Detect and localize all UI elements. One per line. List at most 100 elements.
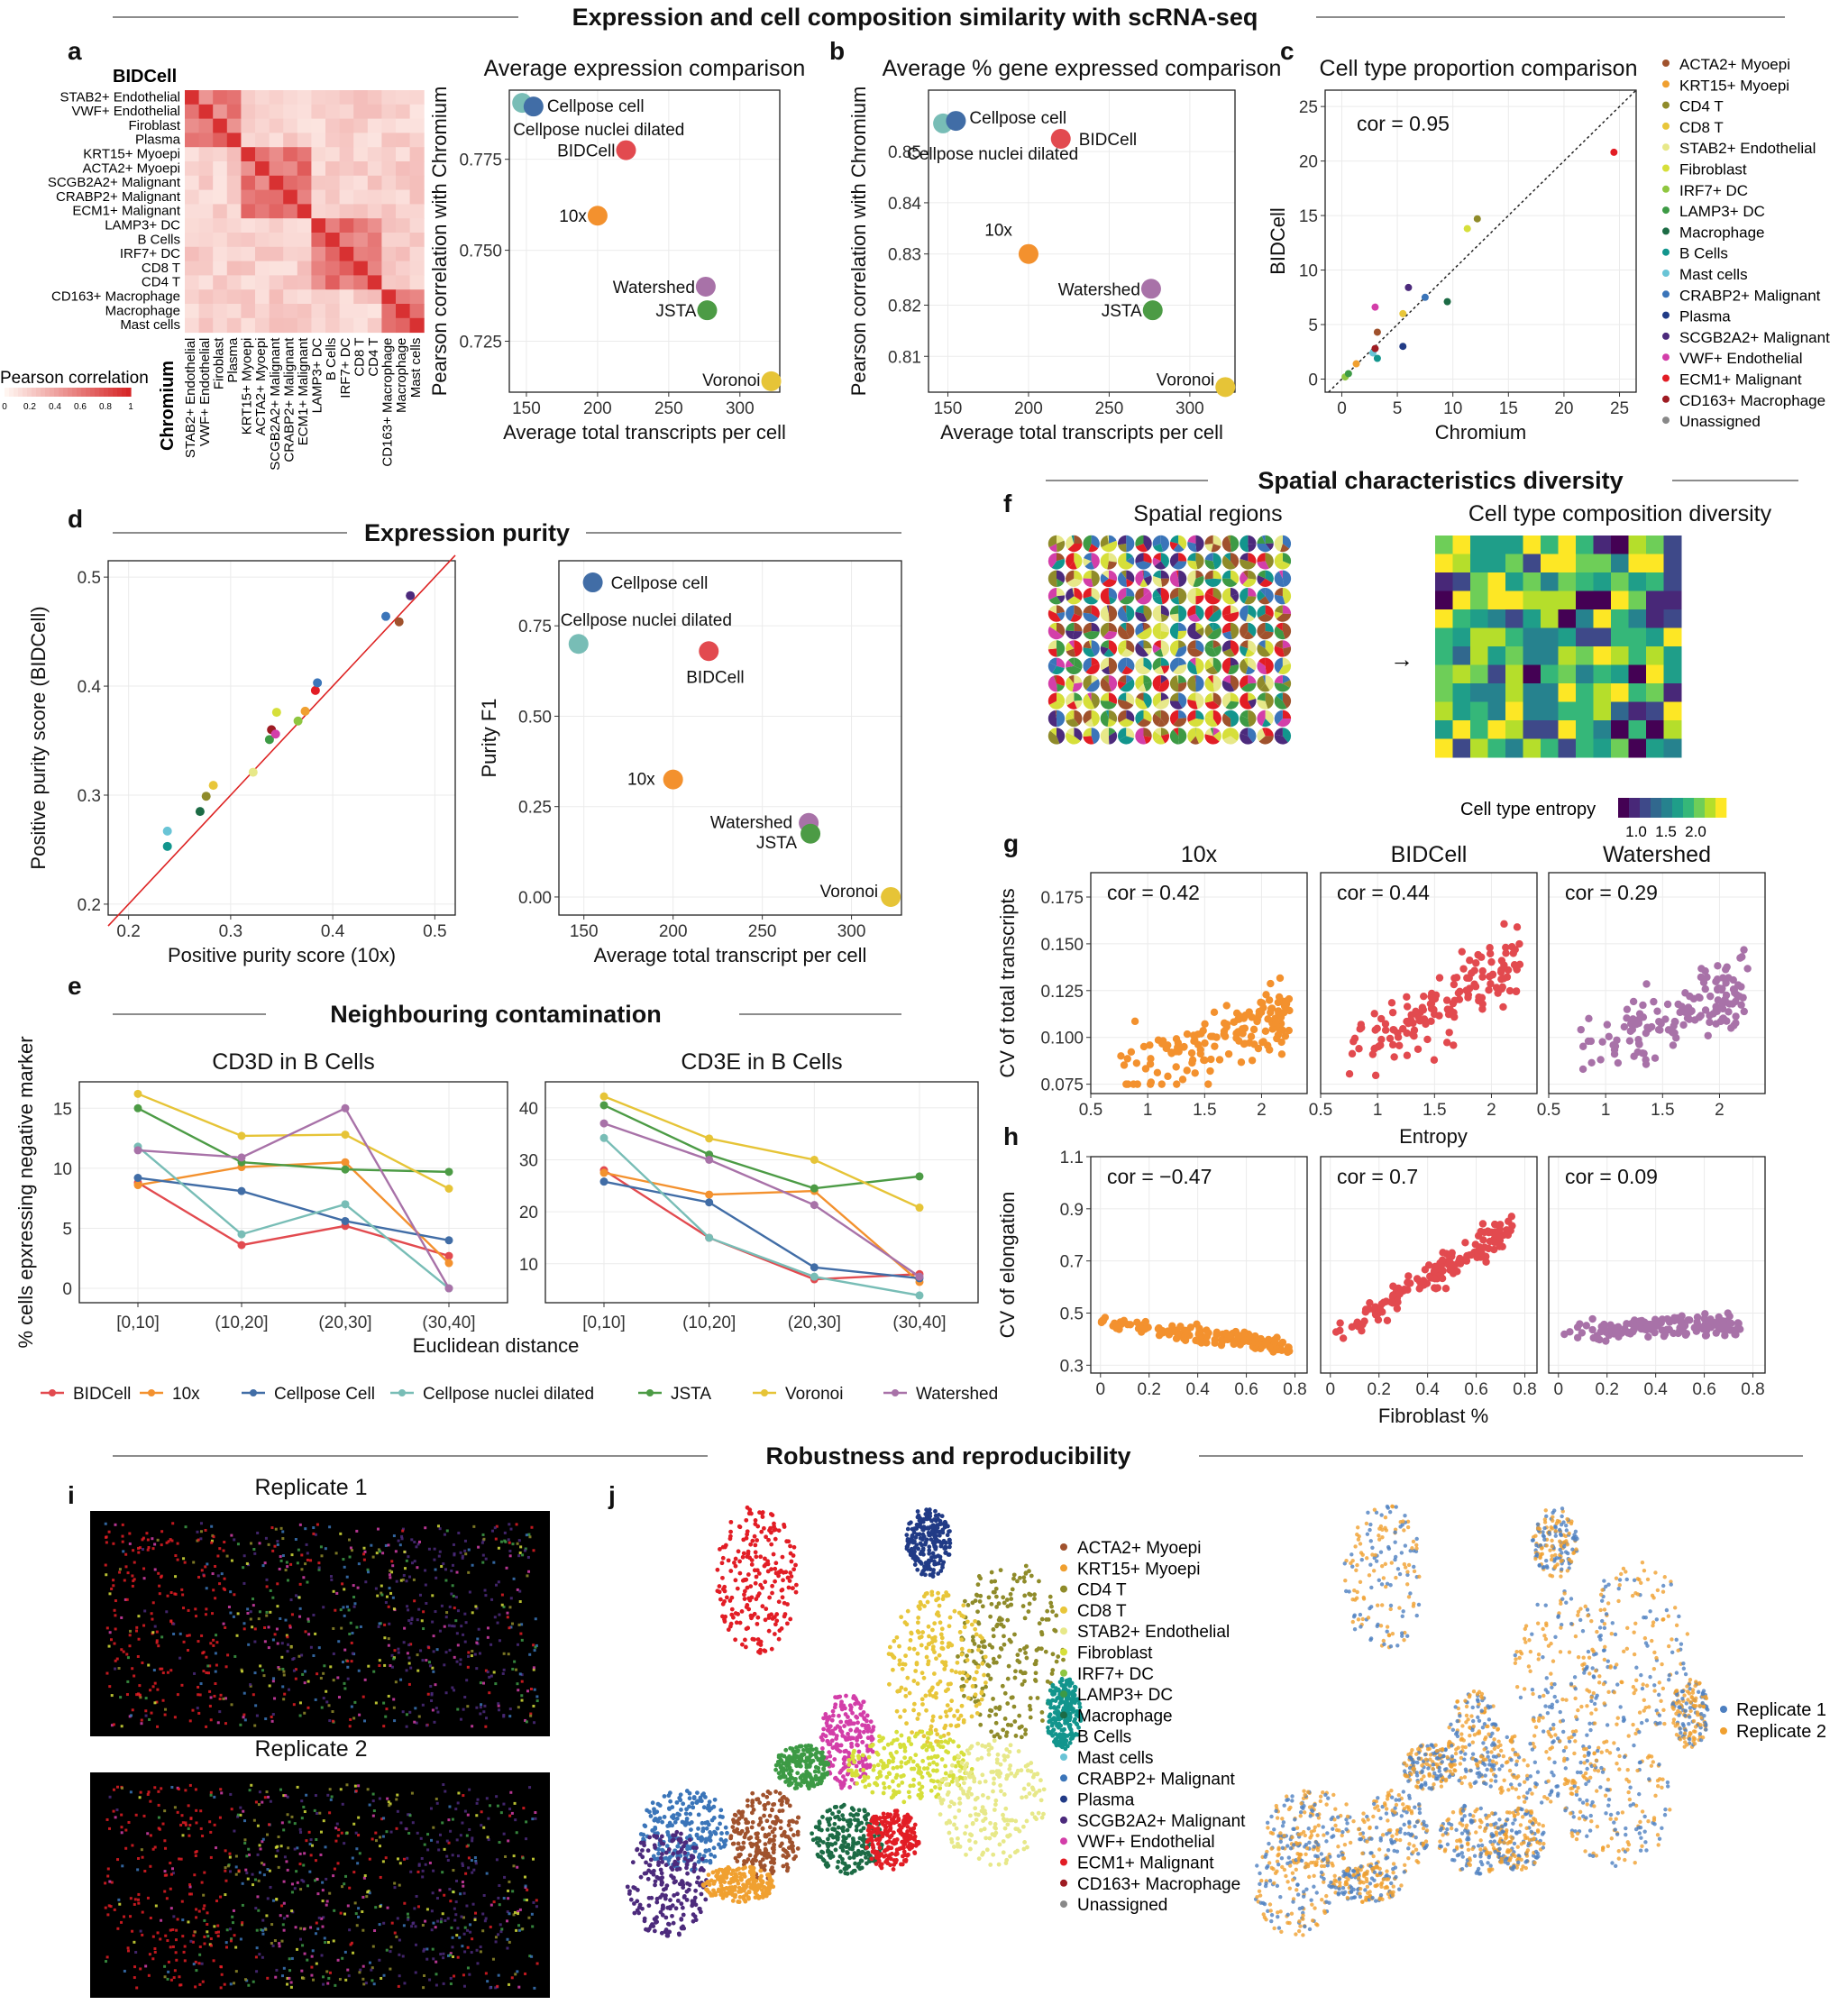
tissue-cell <box>265 1585 269 1588</box>
y-tick-label: 10 <box>1299 262 1318 281</box>
facet-point <box>1724 1309 1732 1317</box>
tissue-cell <box>346 1665 350 1669</box>
pie-slice <box>1126 657 1135 671</box>
umap-point <box>1040 1718 1045 1723</box>
tissue-cell <box>509 1597 513 1600</box>
tissue-cell <box>147 1663 151 1667</box>
tissue-cell <box>322 1671 325 1675</box>
umap-point <box>999 1622 1004 1627</box>
tissue-cell <box>188 1834 191 1837</box>
facet-point <box>1201 1039 1209 1048</box>
tissue-cell <box>475 1641 479 1644</box>
heatmap-cell <box>226 218 242 233</box>
tissue-cell <box>149 1799 152 1803</box>
tissue-cell <box>364 1580 368 1584</box>
heatmap-cell <box>226 133 242 148</box>
section-title-robust: Robustness and reproducibility <box>765 1442 1130 1469</box>
tissue-cell <box>199 1682 203 1686</box>
facet-title: 10x <box>1181 842 1218 867</box>
facet-point <box>1505 986 1514 995</box>
heatmap-cell <box>409 161 425 177</box>
entropy-cell <box>1558 536 1577 554</box>
tissue-cell <box>435 1960 438 1964</box>
heatmap-cell <box>396 275 411 290</box>
umap-point <box>930 1574 936 1579</box>
tissue-cell <box>239 1806 242 1809</box>
purity-point <box>310 685 320 695</box>
heatmap-cell <box>367 304 382 319</box>
tissue-cell <box>224 1879 228 1882</box>
facet-point <box>1395 1290 1404 1298</box>
tissue-cell <box>453 1689 456 1692</box>
tissue-cell <box>218 1697 222 1700</box>
facet-point <box>1249 1025 1258 1034</box>
umap-point <box>763 1579 768 1585</box>
heatmap-cell <box>198 147 214 162</box>
tissue-cell <box>192 1963 196 1966</box>
facet-point <box>1679 1021 1688 1030</box>
tissue-cell <box>303 1810 306 1814</box>
tissue-cell <box>486 1626 489 1630</box>
tissue-cell <box>113 1908 116 1911</box>
celltype-point <box>1421 293 1429 301</box>
tissue-cell <box>509 1790 513 1794</box>
facet-point <box>1442 996 1451 1004</box>
tissue-cell <box>163 1839 167 1843</box>
umap-point <box>930 1523 936 1528</box>
facet-point <box>1446 1259 1454 1267</box>
umap-point <box>1021 1646 1027 1651</box>
heatmap-cell <box>241 189 256 205</box>
heatmap-cell <box>353 104 369 120</box>
tissue-cell <box>383 1623 387 1626</box>
facet-point <box>1388 1299 1397 1307</box>
pie-slice <box>1274 657 1283 673</box>
entropy-cell <box>1435 609 1453 628</box>
umap-point <box>940 1562 945 1568</box>
x-tick-label: 0 <box>1325 1380 1335 1399</box>
tissue-cell <box>384 1543 388 1547</box>
tissue-cell <box>156 1688 160 1691</box>
umap-point <box>765 1561 771 1567</box>
tissue-cell <box>258 1542 261 1545</box>
tissue-cell <box>258 1953 261 1956</box>
tissue-cell <box>432 1921 435 1925</box>
pie-slice <box>1195 627 1204 636</box>
tissue-cell <box>416 1905 420 1909</box>
umap-point <box>939 1514 945 1519</box>
pie-slice <box>1259 578 1273 587</box>
umap-point <box>1012 1719 1018 1724</box>
heatmap-cell <box>325 218 341 233</box>
umap-point <box>763 1617 768 1623</box>
umap-point <box>720 1555 726 1561</box>
facet-point <box>1626 1027 1635 1035</box>
tissue-cell <box>268 1823 271 1826</box>
tissue-cell <box>261 1928 265 1932</box>
pie-slice <box>1083 612 1099 622</box>
facet-point <box>1486 943 1494 952</box>
entropy-cell <box>1505 554 1523 573</box>
entropy-cell <box>1646 701 1664 721</box>
tissue-cell <box>273 1544 277 1548</box>
umap-point <box>793 1589 799 1595</box>
tissue-cell <box>511 1543 515 1546</box>
tissue-cell <box>311 1949 315 1953</box>
point-label: Voronoi <box>702 371 760 390</box>
tissue-cell <box>504 1855 508 1859</box>
legend-swatch <box>1662 206 1670 215</box>
tissue-cell <box>134 1813 138 1817</box>
tissue-cell <box>149 1864 152 1868</box>
umap-point <box>994 1624 1000 1629</box>
entropy-cell <box>1593 720 1612 739</box>
tissue-cell <box>361 1964 365 1968</box>
series-line-10x <box>137 1160 450 1264</box>
tissue-cell <box>320 1706 324 1709</box>
umap-point <box>923 1512 929 1516</box>
tissue-cell <box>366 1788 370 1791</box>
heatmap-cell <box>255 147 270 162</box>
pie-slice <box>1143 622 1151 631</box>
legend-label: ACTA2+ Myoepi <box>1679 56 1790 73</box>
pie-slice <box>1222 736 1238 745</box>
section-header-top: Expression and cell composition similari… <box>113 4 1785 31</box>
umap-point <box>774 1618 780 1624</box>
